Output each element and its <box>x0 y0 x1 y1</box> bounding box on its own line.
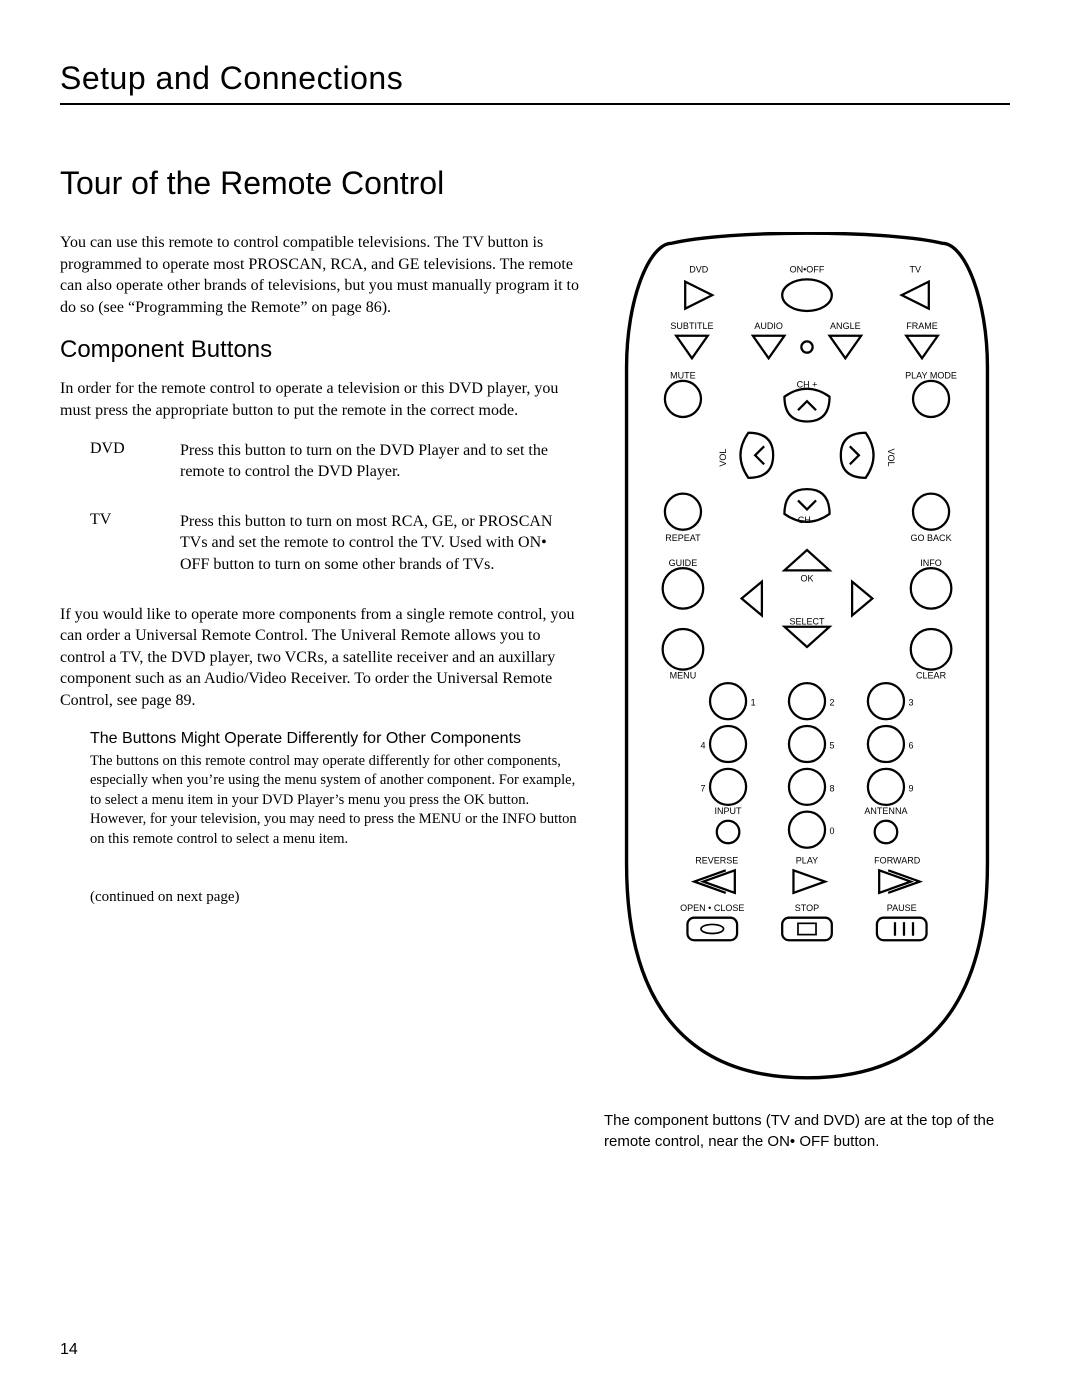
label-audio: AUDIO <box>754 321 783 331</box>
label-dvd: DVD <box>689 265 709 275</box>
chapter-title: Setup and Connections <box>60 60 1010 97</box>
label-goback: GO BACK <box>911 533 952 543</box>
definition-text: Press this button to turn on the DVD Pla… <box>180 440 580 483</box>
section-title: Tour of the Remote Control <box>60 165 1010 202</box>
two-column-layout: You can use this remote to control compa… <box>60 232 1010 1167</box>
svg-text:3: 3 <box>908 698 913 708</box>
label-play: PLAY <box>796 856 818 866</box>
remote-control-illustration: DVD ON•OFF TV SUBTITLE AUDIO ANGLE FRAME… <box>604 232 1010 1089</box>
svg-text:7: 7 <box>700 783 705 793</box>
label-angle: ANGLE <box>830 321 861 331</box>
page-number: 14 <box>60 1341 78 1359</box>
note-text: The buttons on this remote control may o… <box>90 752 580 850</box>
component-intro: In order for the remote control to opera… <box>60 378 580 421</box>
figure-caption: The component buttons (TV and DVD) are a… <box>604 1110 1010 1152</box>
manual-page: Setup and Connections Tour of the Remote… <box>0 0 1080 1397</box>
label-menu: MENU <box>670 671 697 681</box>
component-buttons-title: Component Buttons <box>60 336 580 364</box>
label-input: INPUT <box>715 806 743 816</box>
definition-row: TV Press this button to turn on most RCA… <box>90 511 580 576</box>
intro-paragraph: You can use this remote to control compa… <box>60 232 580 318</box>
note-block: The Buttons Might Operate Differently fo… <box>90 730 580 850</box>
definition-list: DVD Press this button to turn on the DVD… <box>90 440 580 576</box>
label-antenna: ANTENNA <box>864 806 907 816</box>
definition-text: Press this button to turn on most RCA, G… <box>180 511 580 576</box>
label-vol-l: VOL <box>718 449 728 467</box>
label-onoff: ON•OFF <box>790 265 825 275</box>
figure-column: DVD ON•OFF TV SUBTITLE AUDIO ANGLE FRAME… <box>604 232 1010 1167</box>
label-mute: MUTE <box>670 371 696 381</box>
label-stop: STOP <box>795 903 819 913</box>
note-title: The Buttons Might Operate Differently fo… <box>90 730 580 748</box>
svg-text:1: 1 <box>751 698 756 708</box>
label-clear: CLEAR <box>916 671 947 681</box>
label-guide: GUIDE <box>669 558 698 568</box>
label-reverse: REVERSE <box>695 856 738 866</box>
svg-text:6: 6 <box>908 741 913 751</box>
label-ok: OK <box>800 574 813 584</box>
label-select: SELECT <box>789 616 825 626</box>
label-chminus: CH - <box>798 515 817 525</box>
label-repeat: REPEAT <box>665 533 701 543</box>
label-vol-r: VOL <box>886 449 896 467</box>
label-subtitle: SUBTITLE <box>670 321 713 331</box>
label-playmode: PLAY MODE <box>905 371 957 381</box>
divider <box>60 103 1010 105</box>
svg-text:2: 2 <box>830 698 835 708</box>
label-forward: FORWARD <box>874 856 921 866</box>
universal-remote-paragraph: If you would like to operate more compon… <box>60 604 580 712</box>
definition-term: DVD <box>90 440 180 483</box>
label-open: OPEN • CLOSE <box>680 903 744 913</box>
svg-text:0: 0 <box>830 826 835 836</box>
label-tv: TV <box>910 265 922 275</box>
definition-term: TV <box>90 511 180 576</box>
svg-text:9: 9 <box>908 783 913 793</box>
continued-marker: (continued on next page) <box>90 889 580 906</box>
label-frame: FRAME <box>906 321 938 331</box>
svg-text:4: 4 <box>700 741 705 751</box>
text-column: You can use this remote to control compa… <box>60 232 580 1167</box>
label-info: INFO <box>920 558 942 568</box>
definition-row: DVD Press this button to turn on the DVD… <box>90 440 580 483</box>
label-pause: PAUSE <box>887 903 917 913</box>
svg-text:5: 5 <box>830 741 835 751</box>
svg-text:8: 8 <box>830 783 835 793</box>
